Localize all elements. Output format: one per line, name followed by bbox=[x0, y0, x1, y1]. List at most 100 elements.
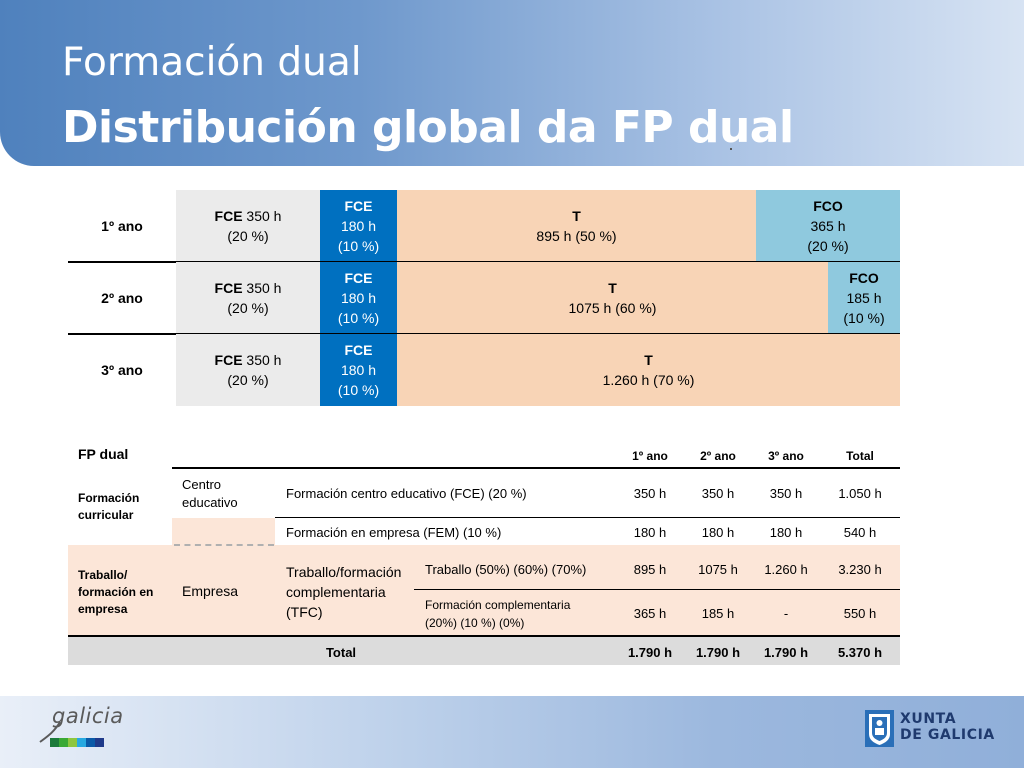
empresa-label: Empresa bbox=[182, 583, 239, 599]
cell-value: - bbox=[783, 605, 789, 621]
fem-pct: (10 %) bbox=[337, 382, 380, 398]
total-bg bbox=[68, 637, 900, 665]
fem-hours: 180 h bbox=[340, 362, 377, 378]
row-label: Traballo (50%) (60%) (70%) bbox=[425, 561, 587, 577]
xunta-line2: DE GALICIA bbox=[900, 727, 995, 743]
xunta-emblem-icon bbox=[865, 710, 894, 747]
fce-pct: (20 %) bbox=[227, 372, 269, 388]
t-cell: T 1075 h (60 %) bbox=[397, 262, 828, 334]
header-band bbox=[0, 0, 1024, 166]
dashed-divider bbox=[174, 544, 274, 546]
t-cell: T 895 h (50 %) bbox=[397, 190, 756, 262]
cell-value: 180 h bbox=[769, 524, 803, 540]
cell-value: 350 h bbox=[701, 485, 735, 501]
fco-cell: FCO 365 h (20 %) bbox=[756, 190, 900, 262]
cell-value: 540 h bbox=[843, 524, 877, 540]
tfc-label: Traballo/formación complementaria (TFC) bbox=[286, 564, 402, 620]
fco-cell: FCO 185 h (10 %) bbox=[828, 262, 900, 334]
galicia-swoosh-icon bbox=[39, 721, 61, 743]
fce-hours: 350 h bbox=[242, 352, 282, 368]
col-header: 3º ano bbox=[768, 449, 804, 463]
fce-cell: FCE 350 h (20 %) bbox=[176, 190, 320, 262]
t-text: 895 h (50 %) bbox=[536, 228, 617, 244]
row-label: Formación en empresa (FEM) (10 %) bbox=[286, 524, 502, 540]
fce-pct: (20 %) bbox=[227, 228, 269, 244]
total-value: 1.790 h bbox=[695, 644, 741, 660]
t-cell: T 1.260 h (70 %) bbox=[397, 334, 900, 406]
total-value: 1.790 h bbox=[763, 644, 809, 660]
fco-hours: 185 h bbox=[846, 290, 882, 306]
fce-hours: 350 h bbox=[242, 208, 282, 224]
fem-label: FCE bbox=[344, 342, 373, 358]
xunta-line1: XUNTA bbox=[900, 711, 957, 727]
cell-value: 550 h bbox=[843, 605, 877, 621]
t-text: 1.260 h (70 %) bbox=[602, 372, 695, 388]
fem-label: FCE bbox=[344, 270, 373, 286]
fco-label: FCO bbox=[813, 198, 843, 214]
color-swatch bbox=[50, 738, 59, 747]
header-rule bbox=[172, 467, 900, 469]
slide-subtitle: Distribución global da FP dual bbox=[62, 102, 794, 153]
fem-label: FCE bbox=[344, 198, 373, 214]
dot-mark bbox=[730, 148, 732, 150]
fem-hours: 180 h bbox=[340, 290, 377, 306]
color-swatch bbox=[68, 738, 77, 747]
cell-value: 185 h bbox=[701, 605, 735, 621]
fem-cell: FCE 180 h (10 %) bbox=[320, 334, 397, 406]
color-swatch bbox=[86, 738, 95, 747]
cell-value: 1.260 h bbox=[764, 561, 808, 577]
total-rule bbox=[68, 635, 900, 637]
year-label: 1º ano bbox=[101, 218, 143, 234]
cell-value: 350 h bbox=[769, 485, 803, 501]
fce-cell: FCE 350 h (20 %) bbox=[176, 334, 320, 406]
group-traballo: Traballo/ formación en empresa bbox=[78, 567, 154, 616]
row-rule bbox=[414, 589, 900, 590]
row-rule bbox=[275, 517, 900, 518]
fem-cell: FCE 180 h (10 %) bbox=[320, 190, 397, 262]
total-value: 1.790 h bbox=[627, 644, 673, 660]
color-swatch bbox=[77, 738, 86, 747]
fco-pct: (10 %) bbox=[843, 310, 885, 326]
fp-dual-table: FP dual 1º ano 2º ano 3º ano Total Forma… bbox=[68, 440, 900, 666]
t-label: T bbox=[608, 280, 617, 296]
group-curricular: Formación curricular bbox=[78, 491, 140, 522]
fem-pct: (10 %) bbox=[337, 310, 380, 326]
cell-value: 3.230 h bbox=[838, 561, 882, 577]
fco-pct: (20 %) bbox=[807, 238, 849, 254]
peach-bg bbox=[172, 518, 275, 545]
cell-value: 180 h bbox=[633, 524, 667, 540]
footer-band bbox=[0, 696, 1024, 768]
cell-value: 1.050 h bbox=[838, 485, 882, 501]
distribution-row: 3º ano FCE 350 h (20 %) FCE 180 h (10 %)… bbox=[68, 334, 900, 406]
color-swatch bbox=[59, 738, 68, 747]
fem-cell: FCE 180 h (10 %) bbox=[320, 262, 397, 334]
galicia-color-bar bbox=[50, 738, 104, 747]
fce-label: FCE bbox=[214, 280, 243, 296]
year-label: 3º ano bbox=[101, 362, 143, 378]
t-label: T bbox=[572, 208, 581, 224]
distribution-row: 2º ano FCE 350 h (20 %) FCE 180 h (10 %)… bbox=[68, 262, 900, 334]
xunta-logo-text: XUNTA DE GALICIA bbox=[900, 711, 995, 743]
fco-label: FCO bbox=[849, 270, 879, 286]
fce-label: FCE bbox=[214, 208, 243, 224]
total-value: 5.370 h bbox=[837, 644, 883, 660]
fco-hours: 365 h bbox=[810, 218, 846, 234]
cell-value: 365 h bbox=[633, 605, 667, 621]
cell-value: 1075 h bbox=[698, 561, 738, 577]
cell-value: 180 h bbox=[701, 524, 735, 540]
col-header: 2º ano bbox=[700, 449, 736, 463]
distribution-row: 1º ano FCE 350 h (20 %) FCE 180 h (10 %)… bbox=[68, 190, 900, 262]
fce-hours: 350 h bbox=[242, 280, 282, 296]
cell-value: 895 h bbox=[633, 561, 667, 577]
year-label: 2º ano bbox=[101, 290, 143, 306]
fem-hours: 180 h bbox=[340, 218, 377, 234]
row-label: Formación centro educativo (FCE) (20 %) bbox=[286, 485, 527, 501]
fce-pct: (20 %) bbox=[227, 300, 269, 316]
t-label: T bbox=[644, 352, 653, 368]
color-swatch bbox=[95, 738, 104, 747]
row-label: Formación complementaria (20%) (10 %) (0… bbox=[425, 598, 571, 630]
col-header: Total bbox=[846, 449, 874, 463]
t-text: 1075 h (60 %) bbox=[568, 300, 657, 316]
total-label: Total bbox=[325, 644, 357, 660]
distribution-grid: 1º ano FCE 350 h (20 %) FCE 180 h (10 %)… bbox=[68, 190, 900, 406]
